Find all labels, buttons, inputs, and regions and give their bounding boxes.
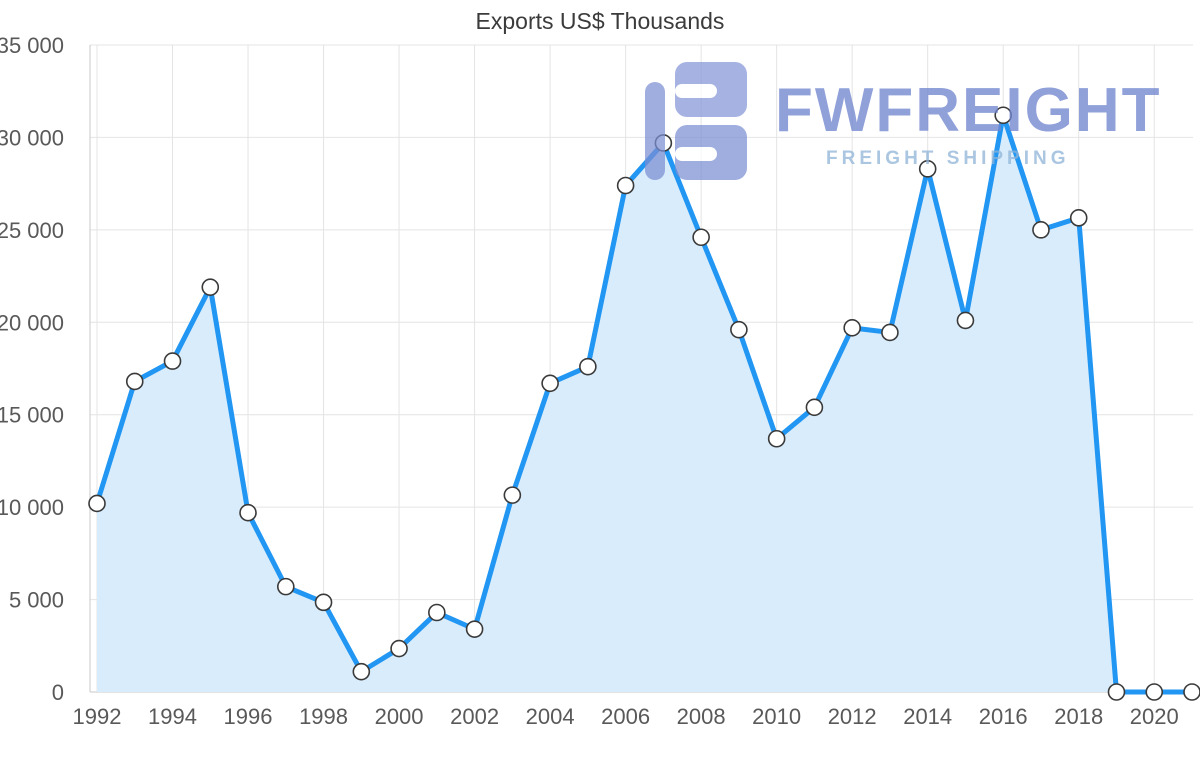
series-markers xyxy=(88,106,1200,701)
data-point xyxy=(994,106,1013,125)
data-point xyxy=(465,620,484,638)
data-point xyxy=(88,494,106,513)
data-point xyxy=(730,320,748,339)
data-point xyxy=(201,278,220,296)
x-axis-labels: 1992 1994 1996 1998 2000 2002 2004 2006 2008 2010… xyxy=(73,704,1179,729)
y-tick-label: 10 000 xyxy=(0,495,64,520)
data-point xyxy=(163,352,182,370)
x-tick-label: 2016 xyxy=(979,704,1028,729)
data-point xyxy=(503,486,522,504)
data-point xyxy=(843,319,861,337)
data-point xyxy=(1183,683,1200,701)
x-tick-label: 2002 xyxy=(450,704,499,729)
series-area xyxy=(97,115,1192,692)
y-tick-label: 0 xyxy=(52,680,64,705)
data-point xyxy=(616,176,635,195)
x-tick-label: 2020 xyxy=(1130,704,1179,729)
data-point xyxy=(881,323,899,342)
data-point xyxy=(956,311,975,330)
y-tick-label: 30 000 xyxy=(0,125,64,150)
x-tick-label: 1992 xyxy=(73,704,122,729)
y-tick-label: 15 000 xyxy=(0,403,64,428)
data-point xyxy=(390,639,408,658)
data-point xyxy=(1145,683,1164,701)
data-point xyxy=(579,357,597,376)
x-tick-label: 2008 xyxy=(677,704,726,729)
x-tick-label: 2004 xyxy=(526,704,575,729)
data-point xyxy=(692,228,710,247)
data-point xyxy=(767,429,786,448)
data-point xyxy=(654,134,673,152)
data-point xyxy=(352,662,371,681)
data-point xyxy=(805,398,824,417)
data-point xyxy=(1069,209,1088,227)
chart-title: Exports US$ Thousands xyxy=(475,8,725,34)
data-point xyxy=(125,372,144,391)
y-tick-label: 35 000 xyxy=(0,33,64,58)
x-tick-label: 2012 xyxy=(828,704,877,729)
data-point xyxy=(314,593,333,612)
x-tick-label: 2014 xyxy=(903,704,952,729)
series-line xyxy=(94,112,1195,695)
data-point xyxy=(541,374,559,393)
y-tick-label: 25 000 xyxy=(0,218,64,243)
data-point xyxy=(1032,221,1050,239)
x-tick-label: 1994 xyxy=(148,704,197,729)
y-axis-labels: 0 5 000 10 000 15 000 20 000 25 000 30 000 35 0… xyxy=(0,33,64,705)
x-tick-label: 1998 xyxy=(299,704,348,729)
x-tick-label: 2006 xyxy=(601,704,650,729)
data-point xyxy=(276,577,295,596)
data-point xyxy=(428,603,446,622)
x-tick-label: 2010 xyxy=(752,704,801,729)
y-tick-label: 5 000 xyxy=(9,588,64,613)
y-tick-label: 20 000 xyxy=(0,310,64,335)
data-point xyxy=(239,503,257,522)
data-point xyxy=(918,160,937,178)
x-tick-label: 1996 xyxy=(224,704,273,729)
data-point xyxy=(1107,683,1126,701)
x-tick-label: 2018 xyxy=(1054,704,1103,729)
x-tick-label: 2000 xyxy=(375,704,424,729)
